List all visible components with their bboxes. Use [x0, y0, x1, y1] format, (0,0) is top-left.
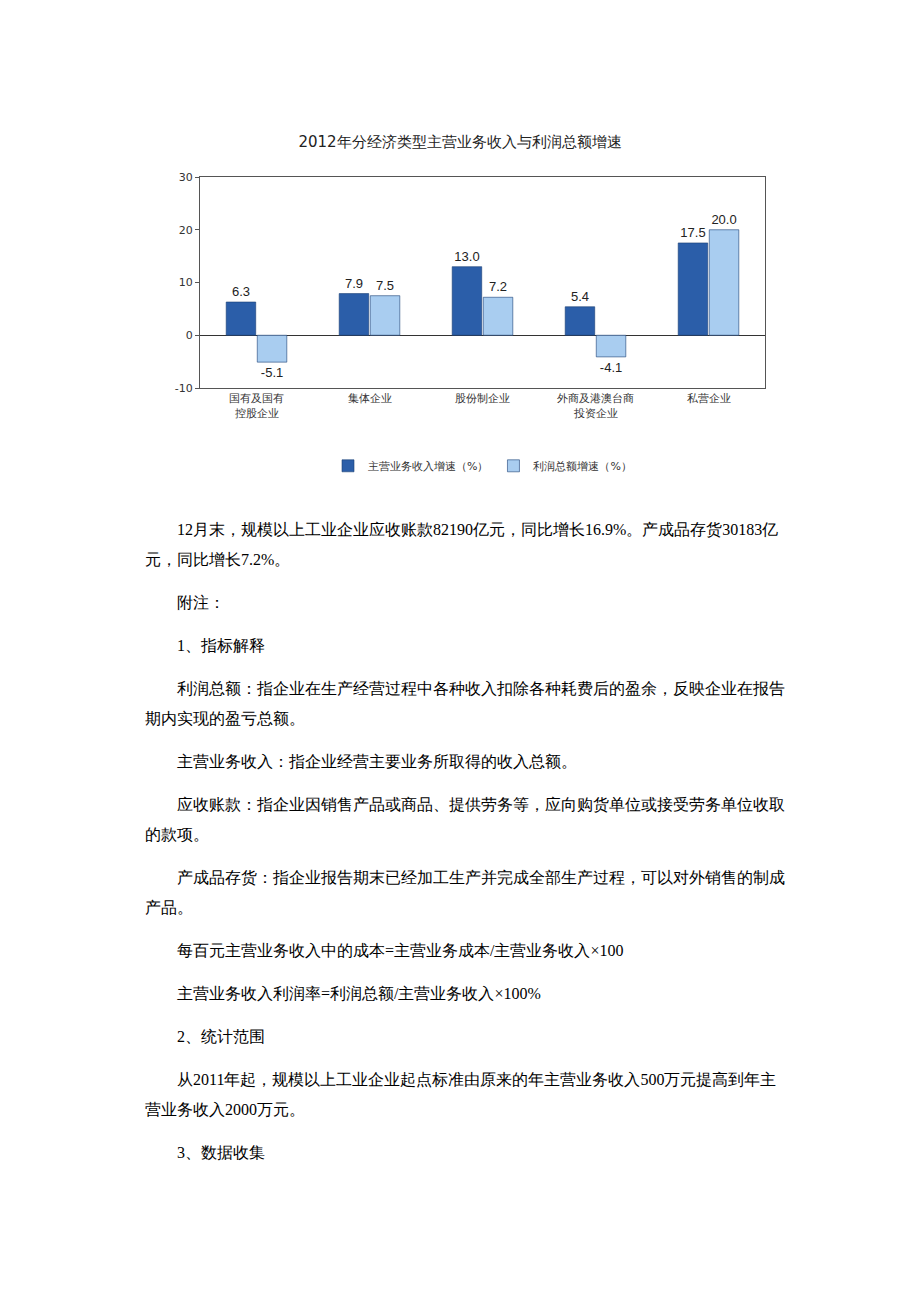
html-text:3、数据收集: 3、数据收集 [177, 1144, 265, 1161]
svg-text:-10: -10 [175, 382, 193, 395]
svg-text:10: 10 [179, 276, 193, 289]
svg-text:5.4: 5.4 [571, 289, 589, 304]
html-text:从2011年起，规模以上工业企业起点标准由原来的年主营业务收: 从2011年起，规模以上工业企业起点标准由原来的年主营业务收入500万元提高到年… [145, 1071, 777, 1118]
svg-text:2012年分经济类型主营业务收入与利润总额增速: 2012年分经济类型主营业务收入与利润总额增速 [298, 133, 621, 151]
svg-text:7.5: 7.5 [376, 278, 394, 293]
svg-text:-4.1: -4.1 [600, 360, 622, 375]
html-text:利润总额：指企业在生产经营过程中各种收入扣除各种耗费后的盈余: 利润总额：指企业在生产经营过程中各种收入扣除各种耗费后的盈余，反映企业在报告期内… [145, 680, 785, 727]
svg-text:-5.1: -5.1 [261, 365, 283, 380]
html-text:附注：: 附注： [177, 594, 225, 611]
html-text:12月末，规模以上工业企业应收账款82190亿元，同比增长1: 12月末，规模以上工业企业应收账款82190亿元，同比增长16.9%。产成品存货… [145, 521, 779, 568]
svg-text:13.0: 13.0 [454, 249, 479, 264]
html-text:每百元主营业务收入中的成本=主营业务成本/主营业务收入×10: 每百元主营业务收入中的成本=主营业务成本/主营业务收入×100 [177, 942, 624, 959]
svg-text:私营企业: 私营企业 [687, 392, 731, 405]
svg-text:7.2: 7.2 [489, 279, 507, 294]
svg-text:股份制企业: 股份制企业 [455, 392, 510, 405]
svg-text:国有及国有控股企业: 国有及国有控股企业 [229, 392, 284, 419]
html-text:主营业务收入：指企业经营主要业务所取得的收入总额。: 主营业务收入：指企业经营主要业务所取得的收入总额。 [177, 753, 577, 770]
html-text:1、指标解释: 1、指标解释 [177, 637, 265, 654]
svg-text:20: 20 [179, 224, 193, 237]
svg-text:7.9: 7.9 [345, 276, 363, 291]
svg-text:利润总额增速（%）: 利润总额增速（%） [533, 460, 631, 473]
svg-text:0: 0 [186, 329, 193, 342]
svg-text:集体企业: 集体企业 [348, 392, 392, 405]
svg-text:17.5: 17.5 [680, 225, 705, 240]
html-text:产成品存货：指企业报告期末已经加工生产并完成全部生产过程，可: 产成品存货：指企业报告期末已经加工生产并完成全部生产过程，可以对外销售的制成产品… [145, 869, 785, 916]
html-text:2、统计范围: 2、统计范围 [177, 1028, 265, 1045]
html-text:主营业务收入利润率=利润总额/主营业务收入×100%: 主营业务收入利润率=利润总额/主营业务收入×100% [177, 985, 541, 1002]
svg-text:外商及港澳台商投资企业: 外商及港澳台商投资企业 [557, 392, 634, 419]
svg-text:20.0: 20.0 [711, 212, 736, 227]
svg-text:30: 30 [179, 171, 193, 184]
svg-text:6.3: 6.3 [232, 284, 250, 299]
html-text:应收账款：指企业因销售产品或商品、提供劳务等，应向购货单位或: 应收账款：指企业因销售产品或商品、提供劳务等，应向购货单位或接受劳务单位收取的款… [145, 796, 785, 843]
svg-text:主营业务收入增速（%）: 主营业务收入增速（%） [368, 460, 488, 473]
